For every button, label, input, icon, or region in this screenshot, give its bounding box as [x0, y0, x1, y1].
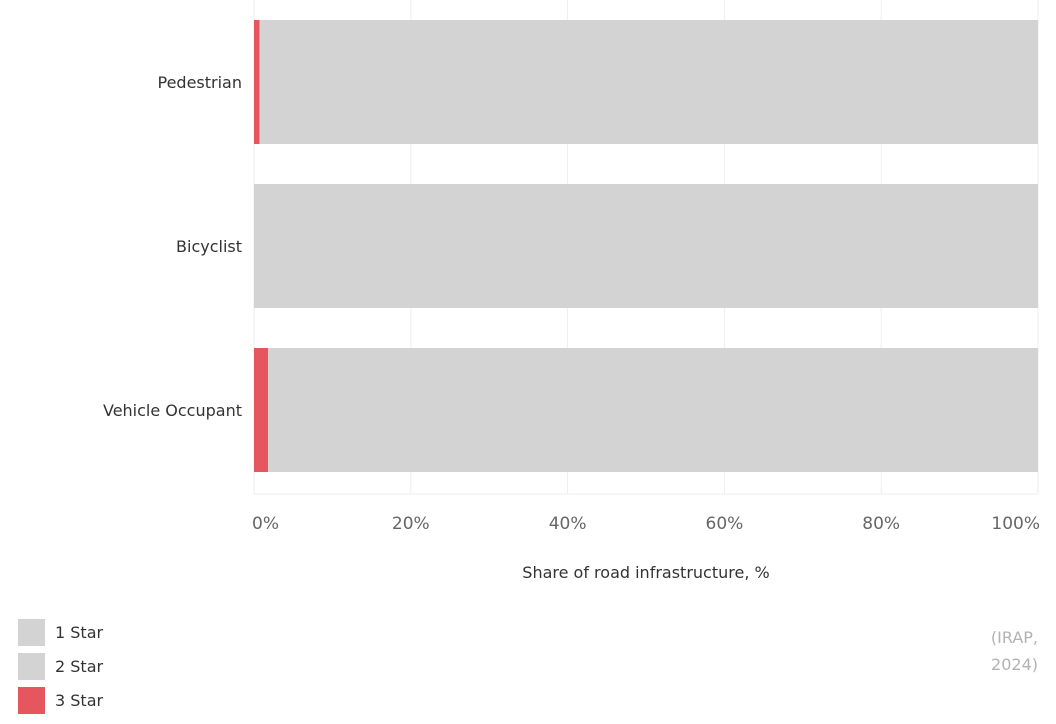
category-label: Bicyclist [176, 237, 242, 256]
legend-label: 3 Star [55, 691, 103, 710]
legend-item-2-star[interactable]: 2 Star [18, 652, 103, 680]
x-tick-label: 60% [706, 514, 744, 534]
bar-segment-1-star[interactable] [259, 20, 1038, 144]
legend-item-1-star[interactable]: 1 Star [18, 618, 103, 646]
legend-swatch [18, 653, 45, 680]
category-labels: Pedestrian Bicyclist Vehicle Occupant [103, 73, 242, 420]
bar-segment-1-star[interactable] [254, 184, 1038, 308]
x-axis-title: Share of road infrastructure, % [522, 563, 769, 582]
x-tick-labels: 0% 20% 40% 60% 80% 100% [252, 514, 1040, 534]
x-tick-label: 80% [862, 514, 900, 534]
category-label: Vehicle Occupant [103, 401, 242, 420]
x-tick-label: 0% [252, 514, 279, 534]
bar-segment-3-star[interactable] [254, 348, 268, 472]
bar-segment-1-star[interactable] [268, 348, 1038, 472]
category-label: Pedestrian [158, 73, 243, 92]
x-tick-label: 100% [991, 514, 1040, 534]
bars [254, 20, 1038, 472]
legend-swatch [18, 619, 45, 646]
x-tick-label: 40% [549, 514, 587, 534]
legend-label: 2 Star [55, 657, 103, 676]
legend-item-3-star[interactable]: 3 Star [18, 686, 103, 714]
legend-swatch [18, 687, 45, 714]
legend: 1 Star 2 Star 3 Star [18, 618, 103, 720]
source-note: (IRAP, 2024) [978, 624, 1038, 678]
legend-label: 1 Star [55, 623, 103, 642]
bar-segment-3-star[interactable] [254, 20, 259, 144]
x-tick-label: 20% [392, 514, 430, 534]
